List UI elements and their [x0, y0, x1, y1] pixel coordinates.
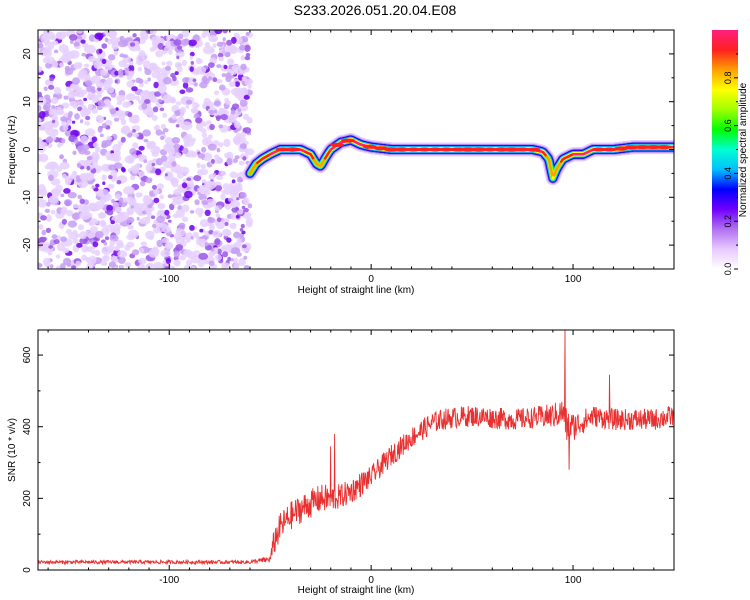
- snr-y-tick-label: 0: [22, 567, 33, 573]
- snr-y-tick-label: 400: [22, 418, 33, 435]
- colorbar-label: Normalized spectral amplitude: [738, 82, 749, 217]
- colorbar-tick-label: 0.0: [723, 263, 733, 276]
- spectrogram-y-tick-label: -10: [22, 190, 33, 205]
- snr-x-axis-label: Height of straight line (km): [298, 585, 415, 596]
- spectral-ridge: [243, 133, 674, 186]
- colorbar-tick-label: 0.6: [723, 119, 733, 132]
- noise-cloud: [38, 30, 255, 269]
- spectrogram-x-tick-label: 100: [565, 274, 582, 285]
- spectrogram-y-tick-label: -20: [22, 237, 33, 252]
- spectrogram-x-axis-label: Height of straight line (km): [298, 285, 415, 296]
- snr-x-tick-label: -100: [159, 575, 179, 586]
- spectrogram-x-tick-label: 0: [368, 274, 374, 285]
- snr-axes: -100 0 100 0 200 400 600: [22, 330, 674, 586]
- spectrogram-y-axis-label: Frequency (Hz): [7, 116, 18, 185]
- chart-title: S233.2026.051.20.04.E08: [293, 2, 457, 18]
- colorbar-gradient: [712, 30, 738, 269]
- spectrogram-y-tick-label: 0: [22, 146, 33, 152]
- colorbar-tick-label: 0.2: [723, 215, 733, 228]
- snr-series-line: [38, 330, 674, 566]
- colorbar-tick-label: 0.8: [723, 72, 733, 85]
- snr-y-axis-label: SNR (10 * v/v): [7, 418, 18, 482]
- spectrogram-y-tick-label: 10: [22, 96, 33, 108]
- colorbar: 0.0 0.2 0.4 0.6 0.8 Normalized spectral ampl…: [712, 30, 749, 275]
- spectrogram-x-tick-label: -100: [159, 274, 179, 285]
- snr-y-tick-label: 600: [22, 346, 33, 363]
- colorbar-ticks: 0.0 0.2 0.4 0.6 0.8: [723, 53, 738, 276]
- colorbar-tick-label: 0.4: [723, 167, 733, 180]
- snr-x-tick-label: 100: [565, 575, 582, 586]
- snr-x-tick-label: 0: [368, 575, 374, 586]
- spectrogram-y-tick-label: 20: [22, 48, 33, 60]
- snr-plot: -100 0 100 0 200 400 600 Height of straight li…: [7, 329, 675, 596]
- snr-y-tick-label: 200: [22, 490, 33, 507]
